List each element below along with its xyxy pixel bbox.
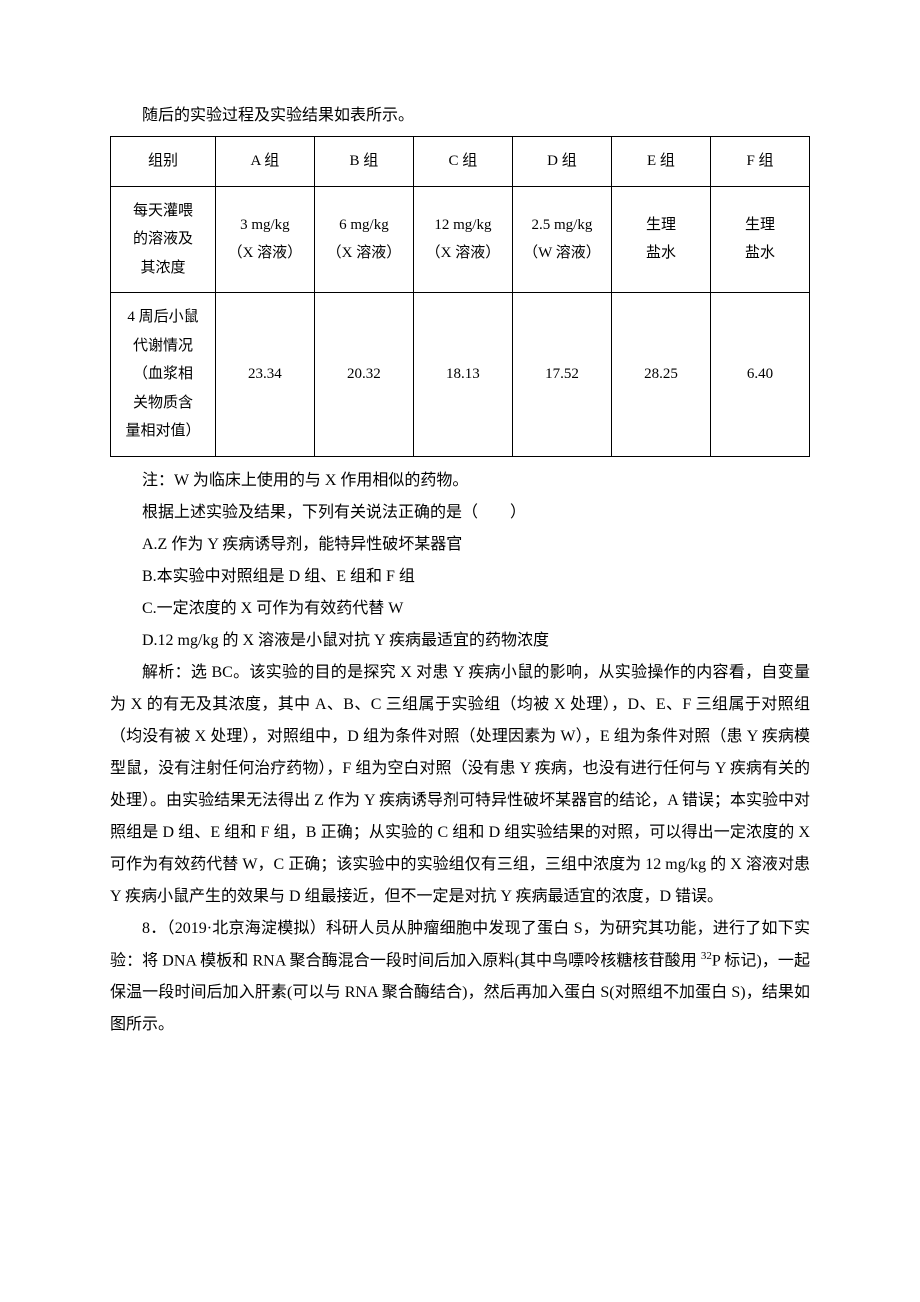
dose-C-l2: （X 溶液） <box>426 245 501 261</box>
option-D: D.12 mg/kg 的 X 溶液是小鼠对抗 Y 疾病最适宜的药物浓度 <box>110 625 810 657</box>
explanation-paragraph: 解析：选 BC。该实验的目的是探究 X 对患 Y 疾病小鼠的影响，从实验操作的内… <box>110 657 810 913</box>
header-group-E: E 组 <box>611 137 710 187</box>
value-E: 28.25 <box>611 293 710 457</box>
intro-line: 随后的实验过程及实验结果如表所示。 <box>110 100 810 132</box>
header-group-label: 组别 <box>111 137 216 187</box>
dose-label-l3: 其浓度 <box>140 260 185 276</box>
dose-C-l1: 12 mg/kg <box>434 217 491 233</box>
dose-E-l1: 生理 <box>646 217 676 233</box>
value-label-l2: 代谢情况 <box>133 338 193 354</box>
question-stem: 根据上述实验及结果，下列有关说法正确的是（ ） <box>110 497 810 529</box>
question-8: 8．（2019·北京海淀模拟）科研人员从肿瘤细胞中发现了蛋白 S，为研究其功能，… <box>110 913 810 1041</box>
dose-D-l1: 2.5 mg/kg <box>532 217 593 233</box>
dose-B-l1: 6 mg/kg <box>339 217 389 233</box>
value-label-l1: 4 周后小鼠 <box>127 309 198 325</box>
value-C: 18.13 <box>413 293 512 457</box>
dose-D-l2: （W 溶液） <box>523 245 601 261</box>
value-F: 6.40 <box>710 293 809 457</box>
header-group-A: A 组 <box>215 137 314 187</box>
dose-A-l1: 3 mg/kg <box>240 217 290 233</box>
dose-row-label: 每天灌喂 的溶液及 其浓度 <box>111 186 216 293</box>
header-group-B: B 组 <box>314 137 413 187</box>
header-group-D: D 组 <box>512 137 611 187</box>
table-row: 4 周后小鼠 代谢情况 （血浆相 关物质含 量相对值） 23.34 20.32 … <box>111 293 810 457</box>
value-label-l4: 关物质含 <box>133 395 193 411</box>
value-B: 20.32 <box>314 293 413 457</box>
dose-label-l2: 的溶液及 <box>133 231 193 247</box>
value-row-label: 4 周后小鼠 代谢情况 （血浆相 关物质含 量相对值） <box>111 293 216 457</box>
option-B: B.本实验中对照组是 D 组、E 组和 F 组 <box>110 561 810 593</box>
dose-B: 6 mg/kg （X 溶液） <box>314 186 413 293</box>
dose-F-l1: 生理 <box>745 217 775 233</box>
value-label-l3: （血浆相 <box>133 366 193 382</box>
dose-D: 2.5 mg/kg （W 溶液） <box>512 186 611 293</box>
dose-C: 12 mg/kg （X 溶液） <box>413 186 512 293</box>
value-D: 17.52 <box>512 293 611 457</box>
experiment-table: 组别 A 组 B 组 C 组 D 组 E 组 F 组 每天灌喂 的溶液及 其浓度… <box>110 136 810 457</box>
value-A: 23.34 <box>215 293 314 457</box>
dose-F: 生理 盐水 <box>710 186 809 293</box>
option-A: A.Z 作为 Y 疾病诱导剂，能特异性破坏某器官 <box>110 529 810 561</box>
header-group-F: F 组 <box>710 137 809 187</box>
dose-E: 生理 盐水 <box>611 186 710 293</box>
document-page: 随后的实验过程及实验结果如表所示。 组别 A 组 B 组 C 组 D 组 E 组… <box>0 0 920 1101</box>
table-row: 组别 A 组 B 组 C 组 D 组 E 组 F 组 <box>111 137 810 187</box>
dose-B-l2: （X 溶液） <box>327 245 402 261</box>
option-C: C.一定浓度的 X 可作为有效药代替 W <box>110 593 810 625</box>
dose-F-l2: 盐水 <box>745 245 775 261</box>
value-label-l5: 量相对值） <box>125 423 200 439</box>
dose-A-l2: （X 溶液） <box>228 245 303 261</box>
header-group-C: C 组 <box>413 137 512 187</box>
dose-E-l2: 盐水 <box>646 245 676 261</box>
isotope-superscript: 32 <box>701 950 712 962</box>
dose-label-l1: 每天灌喂 <box>133 203 193 219</box>
table-row: 每天灌喂 的溶液及 其浓度 3 mg/kg （X 溶液） 6 mg/kg （X … <box>111 186 810 293</box>
dose-A: 3 mg/kg （X 溶液） <box>215 186 314 293</box>
table-note: 注：W 为临床上使用的与 X 作用相似的药物。 <box>110 465 810 497</box>
